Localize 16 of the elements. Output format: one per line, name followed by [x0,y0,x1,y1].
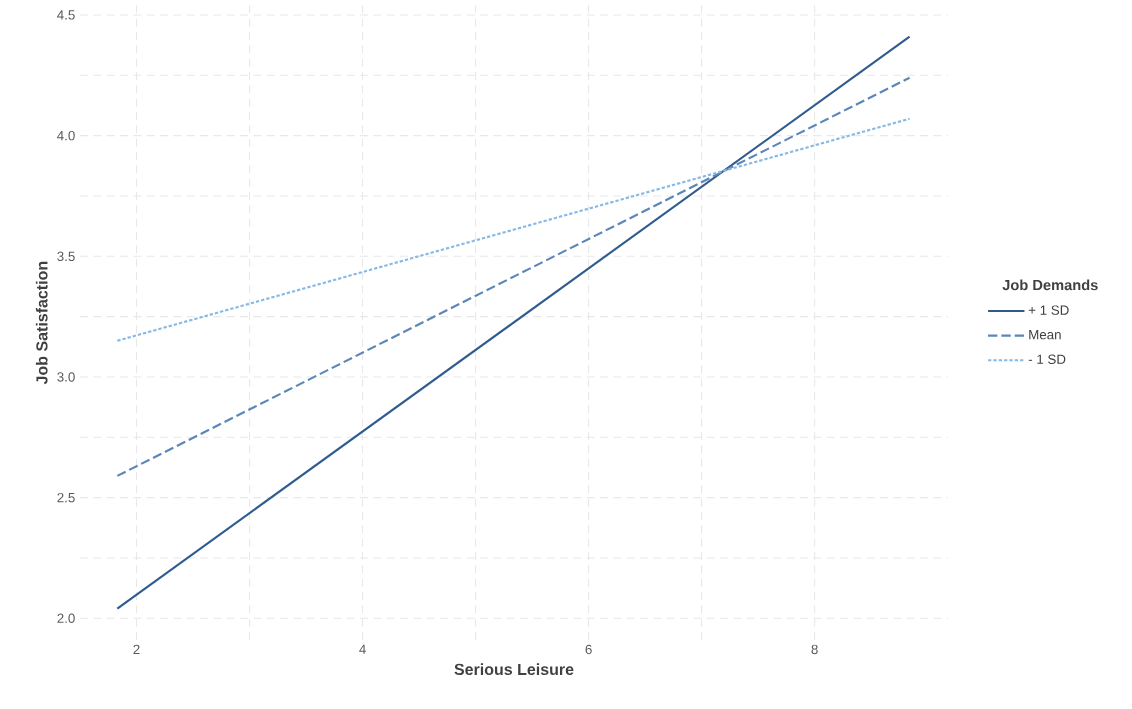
legend-label: + 1 SD [1028,305,1069,315]
legend-label: Mean [1029,330,1061,340]
legend-label: - 1 SD [1028,354,1066,364]
y-tick-label: 2.5 [57,492,75,503]
x-tick-label: 4 [359,644,366,654]
y-tick-label: 3.0 [57,372,75,382]
y-tick-label: 2.0 [57,613,75,623]
x-axis-title: Serious Leisure [454,663,574,676]
x-tick-label: 2 [133,644,140,655]
legend-title: Job Demands [1002,279,1098,291]
x-tick-label: 6 [585,644,592,655]
y-axis-title: Job Satisfaction [35,261,48,385]
x-tick-label: 8 [811,644,818,655]
y-tick-label: 4.0 [57,130,75,141]
y-tick-label: 4.5 [57,10,75,20]
y-tick-label: 3.5 [57,251,75,262]
